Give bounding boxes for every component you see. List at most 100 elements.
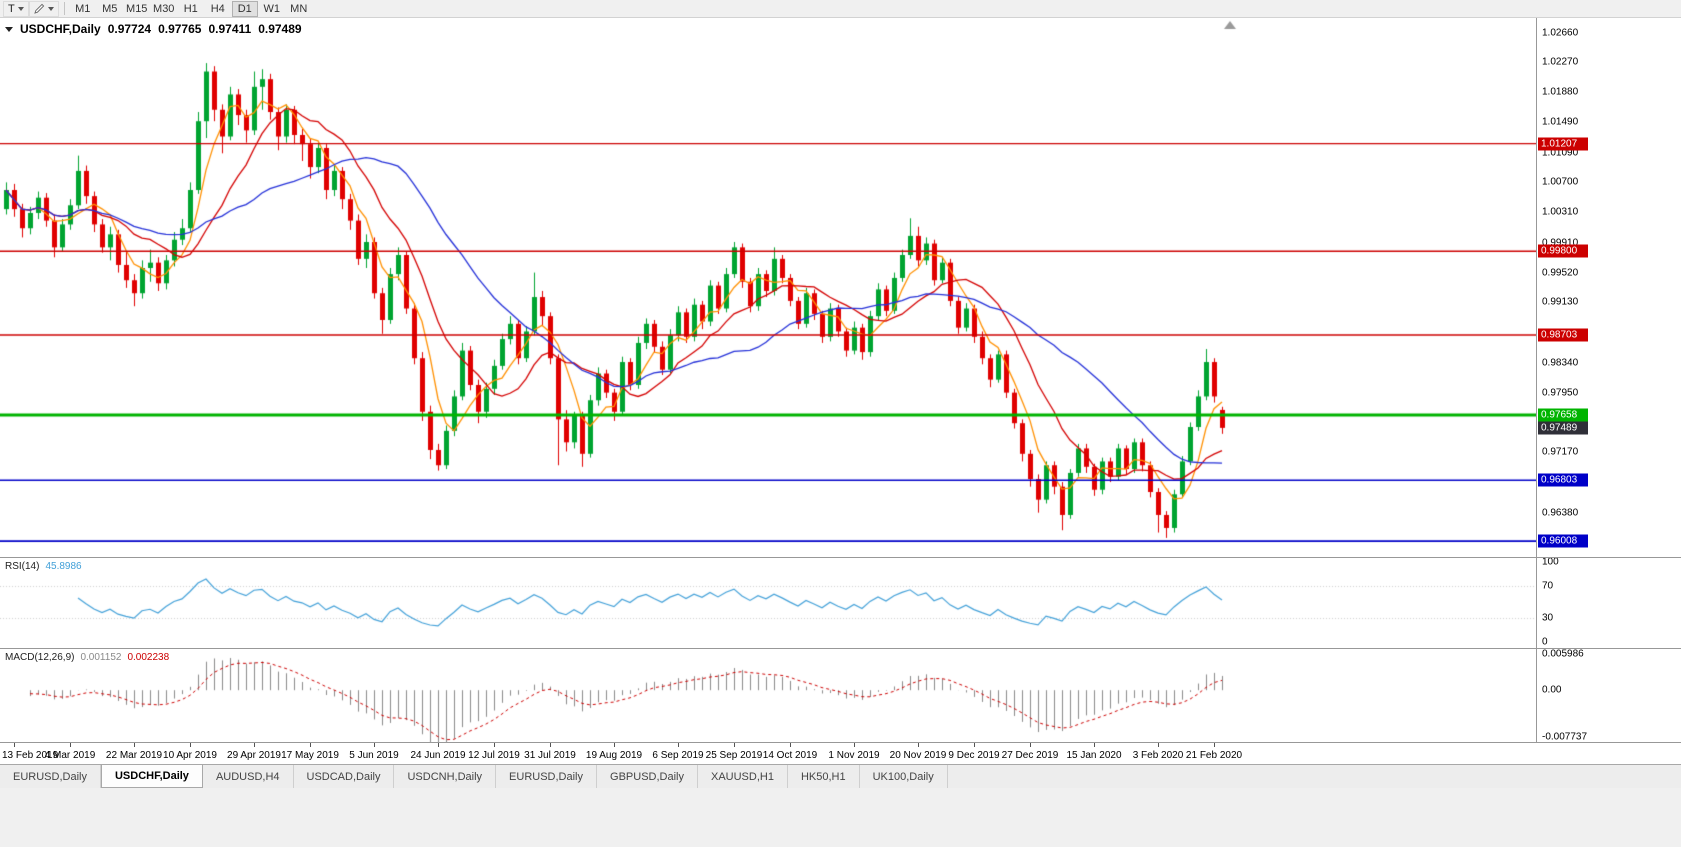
chart-tab-gbpusd-daily[interactable]: GBPUSD,Daily [597, 765, 698, 788]
date-label: 10 Apr 2019 [163, 750, 217, 761]
price-tag-0.96803: 0.96803 [1538, 473, 1588, 487]
price-tag-0.98703: 0.98703 [1538, 328, 1588, 342]
price-tag-0.97489: 0.97489 [1538, 421, 1588, 435]
chart-tab-usdcnh-daily[interactable]: USDCNH,Daily [394, 765, 497, 788]
date-tick [190, 743, 191, 747]
chart-tabs-bar: EURUSD,Daily USDCHF,Daily AUDUSD,H4 USDCAD,… [0, 764, 1681, 788]
price-axis-label: 1.00310 [1542, 206, 1579, 218]
price-tag-0.96008: 0.96008 [1538, 534, 1588, 548]
chart-tab-eurusd-daily[interactable]: EURUSD,Daily [0, 765, 101, 788]
price-tag-0.97658: 0.97658 [1538, 408, 1588, 422]
chart-tab-hk50-h1[interactable]: HK50,H1 [787, 765, 860, 788]
rsi-canvas[interactable] [0, 558, 1536, 648]
price-axis-label: 1.02270 [1542, 56, 1579, 68]
date-tick [134, 743, 135, 747]
timeframe-button-m5[interactable]: M5 [97, 1, 123, 17]
price-axis-label: 1.01090 [1542, 147, 1579, 159]
date-tick [854, 743, 855, 747]
toolbar-separator [63, 2, 65, 15]
ohlc-header: USDCHF,Daily 0.97724 0.97765 0.97411 0.9… [5, 22, 302, 36]
date-tick [1214, 743, 1215, 747]
draw-tool-button[interactable] [28, 0, 59, 17]
chart-tab-xauusd-h1[interactable]: XAUUSD,H1 [697, 765, 788, 788]
date-label: 17 May 2019 [281, 750, 339, 761]
low-value: 0.97411 [208, 22, 252, 36]
date-tick [254, 743, 255, 747]
timeframe-button-h4[interactable]: H4 [205, 1, 231, 17]
chart-tab-uk100-daily[interactable]: UK100,Daily [859, 765, 948, 788]
macd-main-value: 0.001152 [80, 652, 122, 663]
symbol-timeframe-label: USDCHF,Daily [20, 22, 101, 36]
chart-window: USDCHF,Daily 0.97724 0.97765 0.97411 0.9… [0, 18, 1681, 764]
window-background [0, 788, 1681, 847]
date-label: 5 Jun 2019 [349, 750, 399, 761]
high-value: 0.97765 [158, 22, 202, 36]
date-label: 29 Apr 2019 [227, 750, 281, 761]
date-label: 3 Feb 2020 [1132, 750, 1184, 761]
price-axis-label: 0.96380 [1542, 507, 1579, 519]
date-label: 9 Dec 2019 [948, 750, 1000, 761]
macd-axis-label: -0.007737 [1542, 731, 1588, 743]
price-axis-label: 0.97950 [1542, 387, 1579, 399]
date-label: 15 Jan 2020 [1066, 750, 1122, 761]
timeframe-button-mn[interactable]: MN [286, 1, 312, 17]
macd-indicator-name: MACD(12,26,9) [5, 652, 75, 663]
timeframe-button-m30[interactable]: M30 [151, 1, 177, 17]
rsi-indicator-value: 45.8986 [45, 561, 82, 572]
date-label: 20 Nov 2019 [889, 750, 947, 761]
rsi-label: RSI(14) 45.8986 [5, 561, 82, 572]
t-tool-button[interactable]: T [3, 0, 29, 17]
price-tag-1.01207: 1.01207 [1538, 137, 1588, 151]
time-axis[interactable]: 13 Feb 2019 4 Mar 2019 22 Mar 2019 10 Apr 2… [0, 742, 1681, 764]
date-label: 21 Feb 2020 [1185, 750, 1243, 761]
price-tag-0.99800: 0.99800 [1538, 244, 1588, 258]
panel-divider[interactable] [0, 557, 1681, 558]
rsi-axis-label: 30 [1542, 612, 1554, 624]
timeframe-button-d1[interactable]: D1 [231, 0, 258, 17]
price-axis-label: 0.99130 [1542, 296, 1579, 308]
timeframe-toolbar: M1 M5 M15 M30 H1 H4 D1 W1 MN [70, 0, 312, 17]
date-tick [374, 743, 375, 747]
chart-tab-audusd-h4[interactable]: AUDUSD,H4 [202, 765, 294, 788]
timeframe-button-m1[interactable]: M1 [70, 1, 96, 17]
rsi-axis-label: 0 [1542, 636, 1548, 648]
open-value: 0.97724 [107, 22, 152, 36]
date-tick [494, 743, 495, 747]
date-tick [790, 743, 791, 747]
date-label: 1 Nov 2019 [828, 750, 880, 761]
date-label: 25 Sep 2019 [705, 750, 763, 761]
ohlc-collapse-icon[interactable] [5, 26, 13, 32]
price-axis-label: 0.99910 [1542, 237, 1579, 249]
main-chart-canvas[interactable] [0, 18, 1536, 557]
date-tick [918, 743, 919, 747]
timeframe-button-w1[interactable]: W1 [259, 1, 285, 17]
price-axis-label: 0.97170 [1542, 446, 1579, 458]
timeframe-button-m15[interactable]: M15 [124, 1, 150, 17]
macd-axis-label: 0.00 [1542, 684, 1562, 696]
date-label: 12 Jul 2019 [468, 750, 520, 761]
timeframe-button-h1[interactable]: H1 [178, 1, 204, 17]
price-axis-label: 1.01490 [1542, 116, 1579, 128]
macd-label: MACD(12,26,9) 0.001152 0.002238 [5, 652, 169, 663]
price-axis-label: 0.99520 [1542, 267, 1579, 279]
close-value: 0.97489 [258, 22, 302, 36]
chart-tab-usdcad-daily[interactable]: USDCAD,Daily [293, 765, 395, 788]
date-tick [14, 743, 15, 747]
chart-tab-eurusd-daily[interactable]: EURUSD,Daily [496, 765, 598, 788]
dropdown-caret-icon [17, 6, 24, 11]
main-toolbar: T M1 M5 M15 M30 H1 H4 D1 W1 MN [0, 0, 1681, 18]
price-axis-label: 1.01880 [1542, 86, 1579, 98]
price-axis[interactable]: 1.02660 1.02270 1.01880 1.01490 1.01090 1.007… [1536, 18, 1681, 743]
date-tick [310, 743, 311, 747]
rsi-indicator-name: RSI(14) [5, 561, 40, 572]
panel-divider[interactable] [0, 648, 1681, 649]
date-label: 6 Sep 2019 [652, 750, 704, 761]
date-tick [1158, 743, 1159, 747]
date-tick [974, 743, 975, 747]
price-axis-label: 1.02660 [1542, 27, 1579, 39]
date-tick [678, 743, 679, 747]
macd-canvas[interactable] [0, 649, 1536, 742]
chart-tab-usdchf-daily[interactable]: USDCHF,Daily [100, 765, 203, 788]
t-tool-label: T [8, 2, 15, 15]
